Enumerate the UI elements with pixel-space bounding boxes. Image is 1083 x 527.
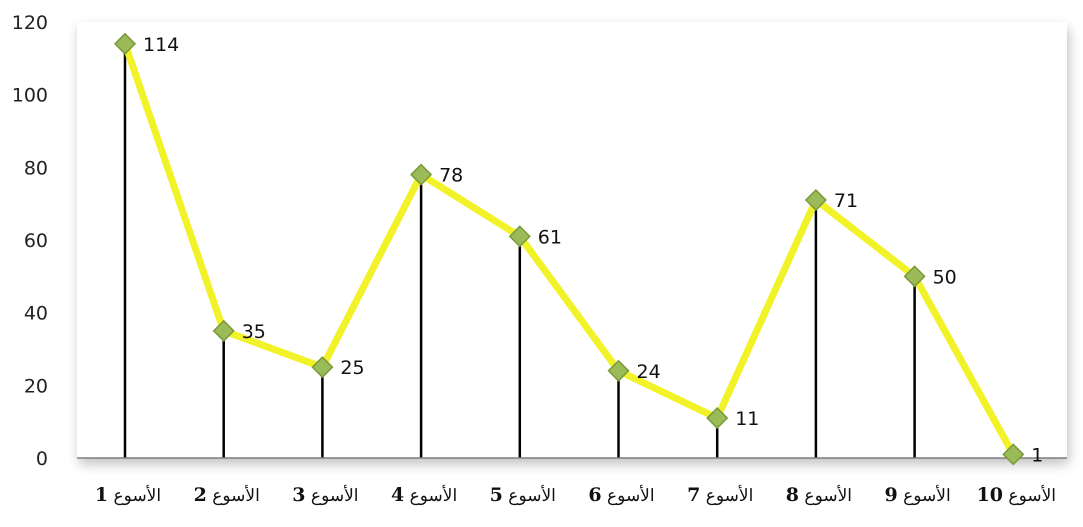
data-point-marker bbox=[903, 265, 926, 288]
plot-area-background bbox=[77, 22, 1067, 458]
data-point-marker bbox=[804, 188, 827, 212]
x-tick-label: الأسوع 2 bbox=[194, 484, 260, 506]
x-tick-word: الأسوع bbox=[1003, 485, 1056, 506]
data-label: 1 bbox=[1031, 444, 1043, 466]
y-tick-label: 20 bbox=[24, 375, 48, 397]
data-label: 61 bbox=[538, 226, 562, 248]
data-label: 50 bbox=[933, 266, 957, 288]
data-label: 11 bbox=[735, 408, 759, 430]
x-tick-word: الأسوع bbox=[108, 485, 161, 506]
data-markers bbox=[113, 32, 1025, 466]
x-tick-label: الأسوع 1 bbox=[95, 484, 161, 506]
x-tick-number: 4 bbox=[391, 484, 404, 506]
data-point-marker bbox=[706, 406, 729, 430]
x-tick-number: 10 bbox=[977, 484, 1003, 506]
series-line bbox=[121, 42, 1017, 457]
x-tick-word: الأسوع bbox=[503, 485, 556, 506]
x-tick-word: الأسوع bbox=[207, 485, 260, 506]
x-tick-number: 3 bbox=[292, 484, 305, 506]
y-tick-label: 40 bbox=[24, 303, 48, 325]
data-point-marker bbox=[212, 319, 235, 342]
data-label: 25 bbox=[340, 357, 364, 379]
data-label: 114 bbox=[143, 34, 179, 56]
x-tick-number: 2 bbox=[194, 484, 207, 506]
x-tick-label: الأسوع 9 bbox=[884, 484, 950, 506]
x-tick-label: الأسوع 3 bbox=[292, 484, 358, 506]
y-tick-label: 80 bbox=[24, 157, 48, 179]
data-point-marker bbox=[607, 359, 630, 382]
x-tick-number: 8 bbox=[786, 484, 799, 506]
data-label: 78 bbox=[439, 165, 463, 187]
data-point-marker bbox=[113, 32, 137, 55]
drop-lines bbox=[123, 43, 1015, 458]
x-tick-number: 1 bbox=[95, 484, 108, 506]
x-tick-word: الأسوع bbox=[799, 485, 852, 506]
data-point-marker bbox=[311, 356, 334, 379]
x-tick-label: الأسوع 5 bbox=[490, 484, 556, 506]
data-point-marker bbox=[508, 225, 531, 248]
data-label: 71 bbox=[834, 190, 858, 212]
data-label: 35 bbox=[242, 321, 266, 343]
x-tick-number: 9 bbox=[884, 484, 897, 506]
x-tick-label: الأسوع 10 bbox=[977, 484, 1056, 506]
y-tick-label: 120 bbox=[12, 12, 48, 34]
x-axis: الأسوع 1 الأسوع 2 الأسوع 3 الأسوع 4 الأسوع 5… bbox=[95, 484, 1056, 506]
data-point-marker bbox=[1002, 443, 1025, 466]
y-tick-label: 60 bbox=[24, 230, 48, 252]
x-tick-label: الأسوع 7 bbox=[687, 484, 753, 506]
x-tick-number: 5 bbox=[490, 484, 503, 506]
y-tick-label: 0 bbox=[36, 448, 48, 470]
data-label: 24 bbox=[637, 361, 661, 383]
x-tick-word: الأسوع bbox=[602, 485, 655, 506]
x-tick-word: الأسوع bbox=[700, 485, 753, 506]
x-tick-word: الأسوع bbox=[898, 485, 951, 506]
x-tick-number: 6 bbox=[588, 484, 601, 506]
x-tick-word: الأسوع bbox=[404, 485, 457, 506]
x-tick-number: 7 bbox=[687, 484, 700, 506]
y-tick-label: 100 bbox=[12, 85, 48, 107]
x-tick-word: الأسوع bbox=[306, 485, 359, 506]
x-tick-label: الأسوع 6 bbox=[588, 484, 654, 506]
x-tick-label: الأسوع 4 bbox=[391, 484, 457, 506]
data-point-marker bbox=[410, 163, 433, 186]
x-tick-label: الأسوع 8 bbox=[786, 484, 852, 506]
data-labels: 114 35 25 78 61 24 11 71 50 1 bbox=[143, 34, 1043, 467]
y-axis: 0 20 40 60 80 100 120 bbox=[12, 12, 48, 470]
